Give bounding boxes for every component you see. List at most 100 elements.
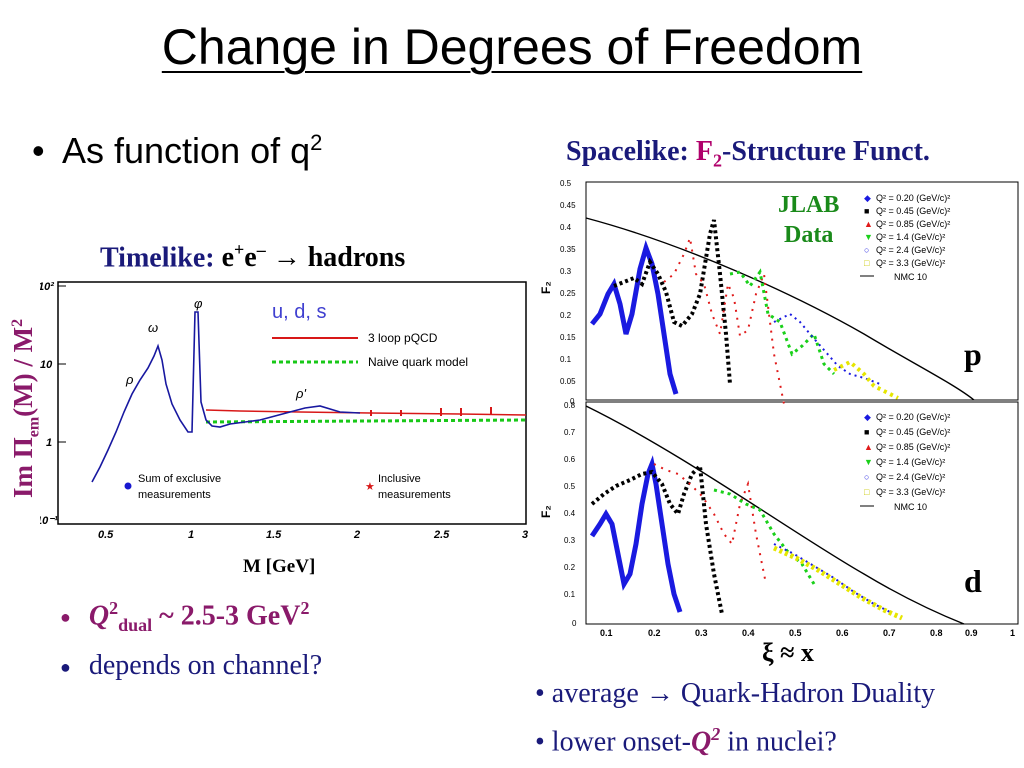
deuteron-nmc-curve [585,405,965,625]
deuteron-q2-14-data [713,488,816,585]
legend-entry: Q² = 0.85 (GeV/c)² [876,219,950,229]
left-plot-x-label: M [GeV] [243,556,316,577]
y-tick: 10⁻¹ [40,515,58,527]
bullet-q2-dual: ● Q2dual ~ 2.5-3 GeV2 [60,598,310,635]
legend-marker: ▲ [864,442,873,452]
proton-q2-045-data [613,219,732,385]
bullet-dot: • [32,130,45,171]
legend-entry: Q² = 3.3 (GeV/c)² [876,258,945,268]
legend-entry: Q² = 0.45 (GeV/c)² [876,206,950,216]
x-tick: 0.2 [648,628,661,638]
x-tick: 1.5 [266,529,282,541]
bullet-average-duality: • average → Quark-Hadron Duality [535,678,936,709]
bullet-lower-onset: • lower onset-Q2 in nuclei? [535,724,837,758]
deuteron-q2-020-data [589,455,683,613]
y-tick: 0.4 [564,509,576,518]
deuteron-q2-33-data [772,545,904,621]
peak-omega: ω [148,320,158,335]
naive-line [205,418,527,424]
legend-marker: ▲ [864,219,873,229]
x-tick: 1 [188,529,194,541]
legend-marker: ◆ [864,193,871,203]
legend-marker: □ [864,487,870,497]
deuteron-legend: ◆ Q² = 0.20 (GeV/c)² ■ Q² = 0.45 (GeV/c)… [860,412,950,512]
y-tick: 0.7 [564,428,576,437]
bullet-dot: ● [60,657,71,678]
top-y-label: F₂ [539,281,553,294]
y-tick: 0.1 [560,355,572,364]
x-tick: 2 [353,529,360,541]
y-tick: 0.05 [560,377,576,386]
y-tick: 0.2 [560,311,572,320]
timelike-plot: 10² 10 1 10⁻¹ 0.5 1 1.5 2 2.5 3 u, d, s … [40,281,528,541]
legend-marker: □ [864,258,870,268]
legend-marker: ○ [864,245,869,255]
proton-legend: ◆ Q² = 0.20 (GeV/c)² ■ Q² = 0.45 (GeV/c)… [860,193,950,282]
x-tick: 0.3 [695,628,708,638]
peak-rho: ρ [125,372,134,387]
legend-entry: Q² = 3.3 (GeV/c)² [876,487,945,497]
naive-legend-label: Naive quark model [368,355,468,369]
y-tick: 0.5 [564,482,576,491]
x-tick: 1 [1010,628,1015,638]
legend-entry: Q² = 2.4 (GeV/c)² [876,472,945,482]
y-tick: 0.3 [564,536,576,545]
peak-phi: φ [194,296,203,311]
y-tick: 0.2 [564,563,576,572]
bullet-channel: ● depends on channel? [60,650,323,681]
legend-marker: ○ [864,472,869,482]
top-y-ticks: 0.5 0.45 0.4 0.35 0.3 0.25 0.2 0.15 0.1 … [560,179,576,406]
deuteron-q2-045-data [590,461,724,615]
legend-entry: Q² = 0.85 (GeV/c)² [876,442,950,452]
bullet-dot: ● [60,607,71,628]
proton-q2-33-data [833,359,899,400]
y-tick: 10² [40,281,54,293]
timelike-y-ticks: 10² 10 1 10⁻¹ [40,281,66,527]
y-tick: 0 [570,397,575,406]
exclusive-legend-1: Sum of exclusive [138,473,221,485]
proton-q2-020-data [590,240,679,395]
y-tick: 10 [40,359,53,371]
y-tick: 0.35 [560,245,576,254]
x-tick: 0.8 [930,628,943,638]
proton-panel-frame [585,181,1019,401]
x-tick: 2.5 [433,529,450,541]
legend-marker: ■ [864,427,869,437]
y-tick: 0.1 [564,590,576,599]
inclusive-markers [370,407,492,416]
proton-q2-24-data [773,312,881,385]
jlab-data-label: JLAB Data [778,192,840,248]
legend-entry: NMC 10 [894,502,927,512]
proton-panel-label: p [964,336,982,372]
spacelike-heading: Spacelike: F2-Structure Funct. [566,136,930,171]
pqcd-line [205,409,527,416]
x-tick: 3 [522,529,528,541]
legend-marker: ▼ [864,457,873,467]
legend-entry: Q² = 0.20 (GeV/c)² [876,412,950,422]
deuteron-panel-label: d [964,563,982,599]
y-tick: 0 [572,619,577,628]
x-tick: 0.1 [600,628,613,638]
bottom-y-label: F₂ [539,505,553,518]
legend-entry: NMC 10 [894,272,927,282]
timelike-x-ticks: 0.5 1 1.5 2 2.5 3 [98,529,528,541]
quarks-label: u, d, s [272,301,326,323]
legend-marker: ▼ [864,232,873,242]
y-tick: 0.8 [564,401,576,410]
y-tick: 0.3 [560,267,572,276]
legend-entry: Q² = 0.45 (GeV/c)² [876,427,950,437]
pqcd-legend-label: 3 loop pQCD [368,331,438,345]
bottom-y-ticks: 0.8 0.7 0.6 0.5 0.4 0.3 0.2 0.1 0 [564,401,577,628]
x-tick: 0.9 [965,628,978,638]
legend-marker: ■ [864,206,869,216]
exclusive-legend-2: measurements [138,489,211,501]
y-tick: 0.45 [560,201,576,210]
y-tick: 0.25 [560,289,576,298]
y-tick: 0.15 [560,333,576,342]
exclusive-data-curve [91,311,361,483]
x-tick: 0.6 [836,628,849,638]
legend-entry: Q² = 0.20 (GeV/c)² [876,193,950,203]
y-tick: 0.5 [560,179,572,188]
inclusive-legend-1: Inclusive [378,473,421,485]
left-plot-y-label: Im Πem(M) / M2 [8,318,43,498]
